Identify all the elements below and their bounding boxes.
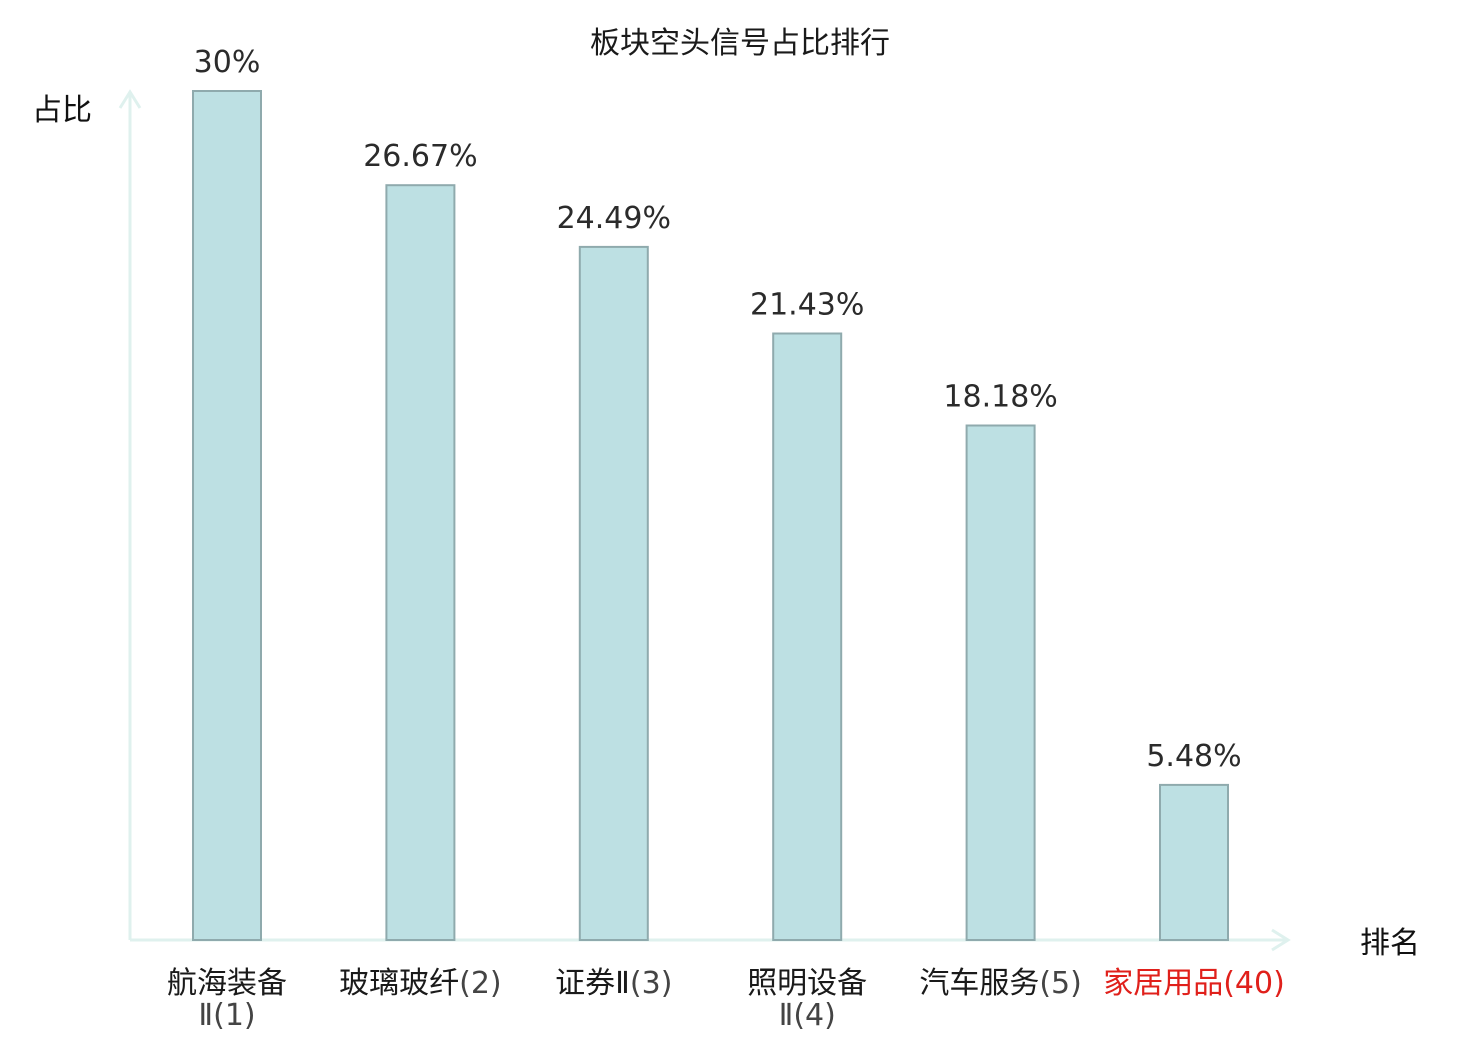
- value-label-4: 21.43%: [750, 288, 864, 323]
- category-label-6: 家居用品(40): [1103, 966, 1285, 1001]
- bar-3: [578, 245, 649, 941]
- category-label-4: 照明设备 Ⅱ(4): [747, 966, 867, 1033]
- value-label-1: 30%: [194, 45, 261, 80]
- axes: [118, 89, 1291, 952]
- value-label-6: 5.48%: [1146, 739, 1241, 774]
- value-label-5: 18.18%: [943, 380, 1057, 415]
- y-axis-label: 占比: [32, 93, 92, 128]
- category-labels: 航海装备 Ⅱ(1) 玻璃玻纤(2) 证券Ⅱ(3) 照明设备 Ⅱ(4) 汽车服务(5) 家居用品…: [167, 966, 1285, 1033]
- chart-title: 板块空头信号占比排行: [590, 26, 890, 61]
- bars: [192, 90, 1229, 942]
- x-axis-label: 排名: [1360, 926, 1420, 961]
- bar-6: [1159, 783, 1229, 942]
- x-axis-arrow-icon: [1271, 928, 1291, 952]
- value-label-3: 24.49%: [557, 201, 671, 236]
- value-label-2: 26.67%: [363, 139, 477, 174]
- bar-5: [965, 424, 1036, 941]
- y-axis-arrow-icon: [118, 89, 142, 109]
- category-label-2: 玻璃玻纤(2): [339, 966, 502, 1001]
- bar-2: [385, 184, 456, 941]
- category-label-5: 汽车服务(5): [919, 966, 1082, 1001]
- bar-1: [192, 90, 262, 941]
- value-labels: 30% 26.67% 24.49% 21.43% 18.18% 5.48%: [194, 45, 1242, 774]
- bar-4: [772, 332, 843, 941]
- category-label-1: 航海装备 Ⅱ(1): [167, 966, 287, 1033]
- category-label-3: 证券Ⅱ(3): [555, 966, 672, 1001]
